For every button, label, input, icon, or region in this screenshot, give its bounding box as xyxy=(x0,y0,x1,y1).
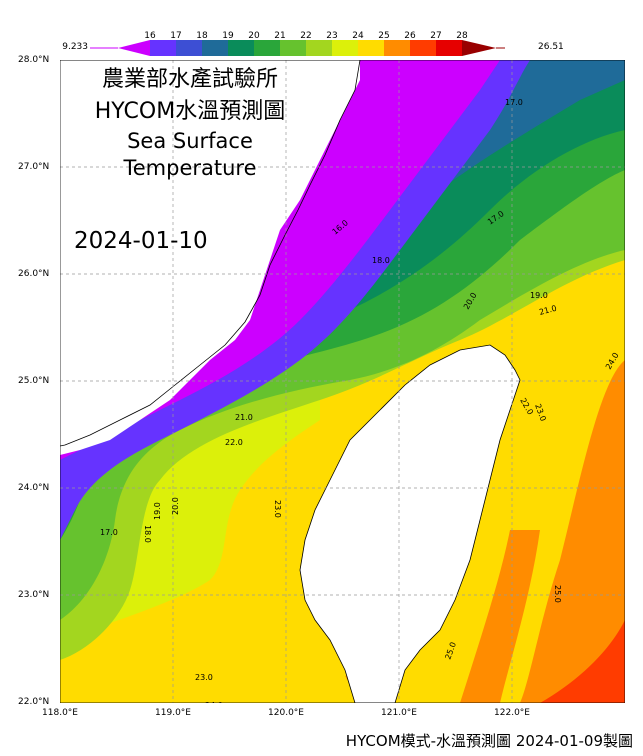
contour-label: 18.0 xyxy=(143,525,152,543)
colorbar-tick: 17 xyxy=(170,31,182,41)
lat-label: 27.0°N xyxy=(18,162,50,172)
contour-label: 18.0 xyxy=(372,256,390,265)
colorbar-tick: 28 xyxy=(456,31,468,41)
colorbar-graphic xyxy=(90,40,505,56)
colorbar-tick: 19 xyxy=(222,31,234,41)
contour-label: 20.0 xyxy=(171,497,180,515)
sst-map: 16.0 17.0 17.0 17.0 18.0 18.0 19.0 19.0 … xyxy=(60,60,625,703)
title-english-1: Sea Surface xyxy=(127,129,253,153)
colorbar: 9.233 26.51 16 17 18 19 20 21 22 23 24 2… xyxy=(0,0,643,60)
contour-label: 19.0 xyxy=(153,502,162,520)
colorbar-tick: 18 xyxy=(196,31,208,41)
lat-label: 28.0°N xyxy=(18,55,50,65)
lon-label: 119.0°E xyxy=(155,708,191,718)
forecast-date: 2024-01-10 xyxy=(74,228,208,254)
colorbar-tick: 25 xyxy=(378,31,390,41)
lon-label: 121.0°E xyxy=(381,708,417,718)
colorbar-min-label: 9.233 xyxy=(62,42,88,52)
colorbar-tick: 22 xyxy=(300,31,312,41)
lat-label: 24.0°N xyxy=(18,483,50,493)
colorbar-max-label: 26.51 xyxy=(538,42,564,52)
lon-label: 122.0°E xyxy=(494,708,530,718)
colorbar-tick: 23 xyxy=(326,31,338,41)
title-institution: 農業部水產試驗所 xyxy=(101,67,278,92)
contour-label: 24.0 xyxy=(205,701,223,703)
lon-label: 118.0°E xyxy=(42,708,78,718)
lat-label: 26.0°N xyxy=(18,269,50,279)
lat-label: 22.0°N xyxy=(18,697,50,707)
contour-label: 23.0 xyxy=(195,673,213,682)
contour-label: 17.0 xyxy=(100,528,118,537)
contour-label: 25.0 xyxy=(553,585,562,603)
colorbar-tick: 27 xyxy=(430,31,442,41)
colorbar-tick: 26 xyxy=(404,31,416,41)
lat-label: 25.0°N xyxy=(18,376,50,386)
colorbar-tick: 24 xyxy=(352,31,364,41)
colorbar-tick: 16 xyxy=(144,31,156,41)
lat-label: 23.0°N xyxy=(18,590,50,600)
contour-label: 22.0 xyxy=(225,438,243,447)
contour-label: 19.0 xyxy=(530,291,548,300)
title-product: HYCOM水溫預測圖 xyxy=(94,99,286,124)
footer-caption: HYCOM模式-水溫預測圖 2024-01-09製圖 xyxy=(345,732,633,750)
contour-label: 23.0 xyxy=(273,500,282,518)
title-english-2: Temperature xyxy=(123,156,257,180)
contour-label: 21.0 xyxy=(235,413,253,422)
lon-label: 120.0°E xyxy=(268,708,304,718)
contour-label: 21.0 xyxy=(538,304,558,317)
map-title: 農業部水產試驗所 HYCOM水溫預測圖 Sea Surface Temperat… xyxy=(60,64,320,182)
colorbar-tick: 20 xyxy=(248,31,260,41)
colorbar-tick: 21 xyxy=(274,31,286,41)
contour-label: 17.0 xyxy=(505,98,523,107)
